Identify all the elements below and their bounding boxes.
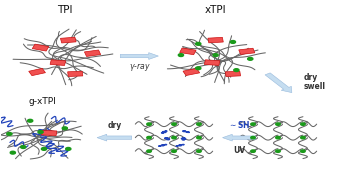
Text: dry: dry [107, 121, 121, 130]
Circle shape [66, 147, 71, 150]
Circle shape [301, 150, 305, 152]
Circle shape [213, 54, 218, 57]
Circle shape [172, 123, 176, 125]
Circle shape [178, 54, 183, 57]
Circle shape [7, 132, 12, 135]
Polygon shape [68, 71, 83, 77]
Text: swell: swell [304, 82, 326, 91]
Circle shape [276, 150, 280, 152]
Text: UV: UV [233, 146, 245, 155]
Circle shape [38, 131, 43, 133]
Polygon shape [208, 37, 223, 43]
Circle shape [301, 136, 305, 139]
Circle shape [251, 123, 255, 125]
Circle shape [251, 150, 255, 152]
Polygon shape [50, 60, 66, 65]
Polygon shape [265, 73, 292, 93]
Text: TPI: TPI [57, 5, 73, 15]
Circle shape [10, 151, 15, 154]
Circle shape [197, 136, 201, 139]
Polygon shape [61, 37, 76, 43]
Polygon shape [239, 48, 255, 54]
Polygon shape [180, 48, 196, 55]
Text: g-xTPI: g-xTPI [29, 97, 56, 106]
Circle shape [147, 150, 151, 152]
Circle shape [147, 136, 151, 139]
Circle shape [248, 57, 253, 60]
Circle shape [27, 119, 33, 122]
Circle shape [276, 123, 280, 125]
Circle shape [172, 150, 176, 152]
Circle shape [196, 43, 201, 45]
Circle shape [21, 146, 26, 148]
Polygon shape [97, 134, 132, 141]
Polygon shape [32, 44, 49, 51]
Circle shape [276, 136, 280, 139]
Text: $\gamma$-ray: $\gamma$-ray [128, 61, 150, 73]
Polygon shape [85, 50, 101, 57]
Circle shape [41, 147, 47, 150]
Polygon shape [183, 68, 200, 76]
Circle shape [172, 136, 176, 139]
Polygon shape [225, 71, 240, 77]
Circle shape [230, 41, 236, 43]
Text: xTPI: xTPI [205, 5, 227, 15]
Polygon shape [42, 130, 57, 136]
Circle shape [196, 67, 201, 70]
Polygon shape [204, 60, 220, 65]
Circle shape [147, 123, 151, 125]
Circle shape [62, 127, 68, 130]
Circle shape [251, 136, 255, 139]
Circle shape [197, 150, 201, 152]
Circle shape [301, 123, 305, 125]
Text: $\sim$SH: $\sim$SH [228, 119, 251, 130]
Circle shape [234, 69, 239, 71]
Circle shape [197, 123, 201, 125]
Polygon shape [120, 53, 158, 59]
Polygon shape [29, 68, 46, 76]
Polygon shape [222, 134, 255, 141]
Text: dry: dry [304, 73, 318, 82]
